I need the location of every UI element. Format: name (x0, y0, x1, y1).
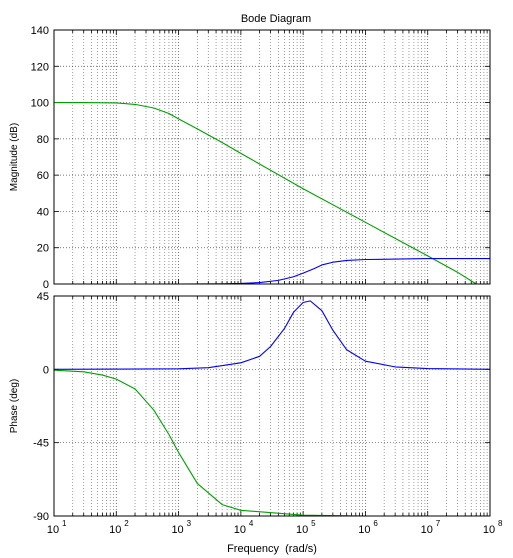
mag-ytick-label: 40 (37, 206, 49, 218)
mag-ytick-label: 80 (37, 134, 49, 146)
x-tick-exponent: 1 (62, 519, 67, 528)
mag-ytick-label: 20 (37, 243, 49, 255)
chart-title: Bode Diagram (241, 13, 311, 25)
x-tick-exponent: 8 (498, 519, 503, 528)
mag-ytick-label: 100 (31, 98, 49, 110)
mag-series-green-line (54, 102, 477, 285)
magnitude-plot: 0 20 40 60 80 100 120 140 Magnitude (dB) (9, 25, 491, 291)
magnitude-y-axis-label: Magnitude (dB) (9, 123, 20, 191)
x-tick-exponent: 4 (249, 519, 254, 528)
phase-ytick-label: -45 (33, 438, 49, 450)
phase-ytick-label: -90 (33, 511, 49, 523)
x-tick-exponent: 2 (124, 519, 129, 528)
phase-y-ticks: -90 -45 0 45 (33, 291, 49, 523)
x-tick-base: 10 (483, 524, 495, 536)
x-tick-label: 105 (296, 519, 316, 536)
mag-ytick-label: 60 (37, 170, 49, 182)
mag-ytick-label: 140 (31, 25, 49, 37)
x-tick-label: 107 (421, 519, 441, 536)
x-tick-label: 106 (358, 519, 378, 536)
phase-y-axis-label: Phase (deg) (9, 379, 20, 433)
x-axis-label: Frequency (rad/s) (227, 543, 317, 555)
x-tick-exponent: 7 (436, 519, 441, 528)
x-tick-base: 10 (171, 524, 183, 536)
x-tick-label: 101 (47, 519, 67, 536)
mag-ytick-label: 0 (43, 279, 49, 291)
x-tick-base: 10 (358, 524, 370, 536)
x-tick-label: 10 3 (171, 519, 191, 536)
magnitude-y-ticks: 0 20 40 60 80 100 120 140 (31, 25, 49, 291)
x-tick-label: 104 (234, 519, 254, 536)
x-tick-base: 10 (47, 524, 59, 536)
x-tick-base: 10 (109, 524, 121, 536)
x-tick-base: 10 (234, 524, 246, 536)
phase-series-blue-line (53, 300, 491, 370)
x-tick-base: 10 (421, 524, 433, 536)
magnitude-grid (53, 29, 490, 285)
x-tick-exponent: 3 (187, 519, 192, 528)
x-tick-exponent: 5 (311, 519, 316, 528)
mag-ytick-label: 120 (31, 61, 49, 73)
phase-series-green-line (53, 369, 490, 517)
x-tick-label: 102 (109, 519, 129, 536)
x-tick-label: 108 (483, 519, 503, 536)
x-tick-base: 10 (296, 524, 308, 536)
phase-ytick-label: 45 (37, 291, 49, 303)
phase-ytick-label: 0 (43, 364, 49, 376)
x-tick-exponent: 6 (373, 519, 378, 528)
phase-series (53, 300, 491, 517)
